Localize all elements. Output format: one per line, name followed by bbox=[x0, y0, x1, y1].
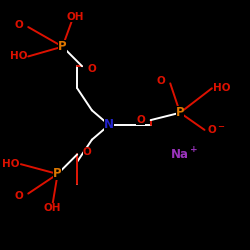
Text: O: O bbox=[14, 20, 23, 30]
Text: +: + bbox=[190, 145, 197, 154]
Text: O: O bbox=[156, 76, 165, 86]
Text: OH: OH bbox=[44, 203, 62, 213]
Text: O: O bbox=[14, 191, 23, 201]
Text: OH: OH bbox=[66, 12, 84, 22]
Text: HO: HO bbox=[2, 159, 20, 169]
Text: P: P bbox=[58, 40, 67, 53]
Text: P: P bbox=[176, 106, 184, 119]
Text: Na: Na bbox=[171, 148, 189, 161]
Text: O: O bbox=[82, 147, 91, 157]
Text: O: O bbox=[88, 64, 96, 74]
Text: N: N bbox=[104, 118, 114, 132]
Text: P: P bbox=[53, 168, 62, 180]
Text: HO: HO bbox=[10, 52, 27, 62]
Text: −: − bbox=[217, 122, 224, 131]
Text: HO: HO bbox=[213, 83, 230, 93]
Text: O: O bbox=[208, 125, 216, 135]
Text: O: O bbox=[136, 115, 145, 125]
